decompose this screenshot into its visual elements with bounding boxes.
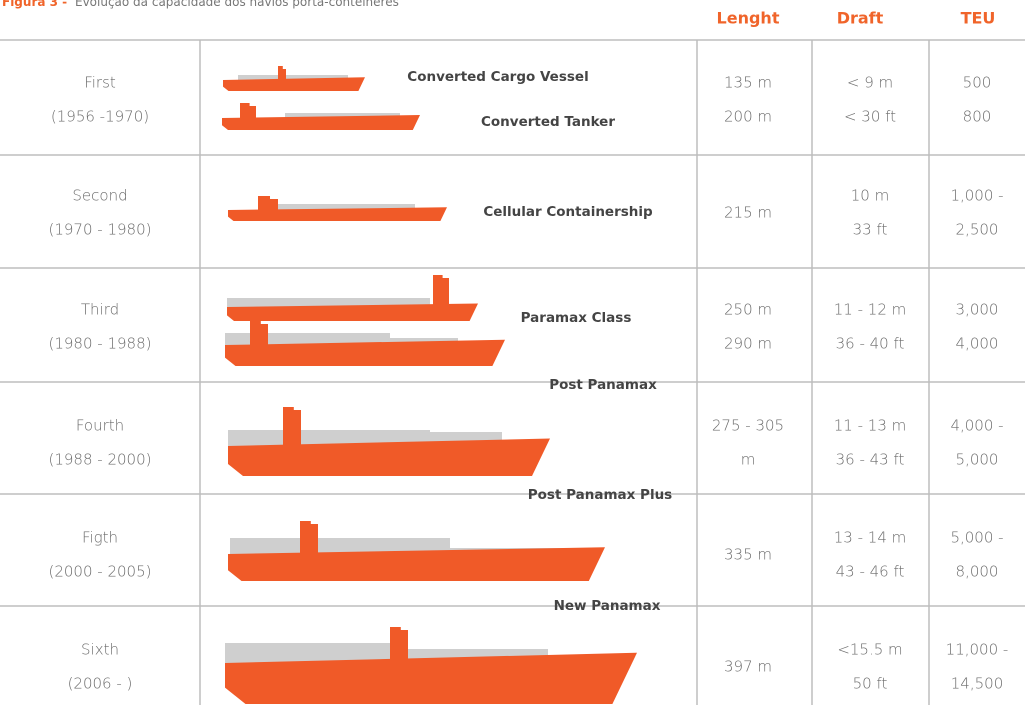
- column-header: Draft: [837, 9, 884, 28]
- teu-value: 5,000: [956, 451, 999, 469]
- length-value: 290 m: [724, 335, 772, 353]
- draft-value: < 30 ft: [844, 108, 896, 126]
- draft-value: 36 - 43 ft: [836, 451, 905, 469]
- ship-tower: [433, 278, 449, 308]
- teu-value: 1,000 -: [950, 187, 1003, 205]
- vessel-name: New Panamax: [554, 598, 661, 614]
- ship-hull: [225, 652, 637, 704]
- teu-value: 500: [963, 74, 992, 92]
- length-value: 275 - 305: [712, 417, 784, 435]
- years: (1956 -1970): [51, 108, 149, 126]
- ship-cargo: [230, 538, 450, 555]
- generation: Fourth: [76, 417, 124, 435]
- draft-value: 33 ft: [853, 221, 888, 239]
- ship-tower: [240, 106, 256, 119]
- generation: Second: [72, 187, 127, 205]
- vessel-name: Paramax Class: [521, 310, 632, 326]
- ship-tower: [390, 630, 408, 664]
- vessel-name: Post Panamax: [549, 377, 657, 393]
- generation: Third: [81, 301, 119, 319]
- length-value: m: [741, 451, 756, 469]
- ship-hull: [223, 77, 365, 91]
- draft-value: 50 ft: [853, 675, 888, 693]
- teu-value: 5,000 -: [950, 529, 1003, 547]
- teu-value: 800: [963, 108, 992, 126]
- caption-label: Figura 3 -: [2, 0, 67, 9]
- years: (2000 - 2005): [48, 563, 151, 581]
- ship-mast: [278, 66, 283, 70]
- ship-tower: [250, 324, 268, 346]
- ship-cargo: [238, 75, 348, 81]
- years: (1970 - 1980): [48, 221, 151, 239]
- ship-tower: [283, 410, 301, 447]
- vessel-name: Converted Cargo Vessel: [407, 69, 588, 85]
- length-value: 250 m: [724, 301, 772, 319]
- teu-value: 8,000: [956, 563, 999, 581]
- years: (1980 - 1988): [48, 335, 151, 353]
- ship-hull: [227, 303, 478, 321]
- ship-hull: [228, 438, 550, 476]
- years: (2006 - ): [68, 675, 133, 693]
- ship-mast: [433, 275, 443, 279]
- ship-cargo: [270, 204, 415, 211]
- vessel-name: Converted Tanker: [481, 114, 615, 130]
- ship-hull: [222, 115, 420, 130]
- draft-value: <15.5 m: [837, 641, 902, 659]
- teu-value: 2,500: [956, 221, 999, 239]
- ship-hull: [228, 547, 605, 581]
- ship-mast: [300, 521, 311, 525]
- vessel-name: Cellular Containership: [483, 204, 653, 220]
- draft-value: 36 - 40 ft: [836, 335, 905, 353]
- ship-tower: [258, 199, 278, 211]
- draft-value: 43 - 46 ft: [836, 563, 905, 581]
- ship-cargo: [225, 643, 390, 664]
- caption: Figura 3 - Evolução da capacidade dos na…: [2, 0, 399, 9]
- ship-tower: [278, 69, 286, 81]
- generation: Sixth: [81, 641, 119, 659]
- draft-value: 10 m: [851, 187, 889, 205]
- ship-mast: [390, 627, 401, 631]
- column-header: TEU: [961, 9, 996, 28]
- vessel-name: Post Panamax Plus: [528, 487, 672, 503]
- draft-value: 11 - 13 m: [834, 417, 907, 435]
- ship-hull: [228, 207, 447, 221]
- length-value: 215 m: [724, 204, 772, 222]
- draft-value: 11 - 12 m: [834, 301, 907, 319]
- years: (1988 - 2000): [48, 451, 151, 469]
- length-value: 397 m: [724, 658, 772, 676]
- length-value: 135 m: [724, 74, 772, 92]
- teu-value: 14,500: [951, 675, 1004, 693]
- ship-cargo: [285, 113, 400, 119]
- draft-value: < 9 m: [847, 74, 893, 92]
- ship-mast: [250, 321, 261, 325]
- ship-mast: [240, 103, 250, 107]
- ship-tower: [300, 524, 318, 555]
- teu-value: 3,000: [956, 301, 999, 319]
- ship-mast: [283, 407, 294, 411]
- ship-mast: [258, 196, 270, 200]
- ship-hull: [225, 339, 505, 366]
- teu-value: 11,000 -: [946, 641, 1009, 659]
- teu-value: 4,000: [956, 335, 999, 353]
- column-header: Lenght: [717, 9, 780, 28]
- generation: Figth: [82, 529, 118, 547]
- generation: First: [84, 74, 116, 92]
- length-value: 200 m: [724, 108, 772, 126]
- ship-cargo: [227, 298, 430, 308]
- draft-value: 13 - 14 m: [834, 529, 907, 547]
- caption-text: Evolução da capacidade dos navios porta-…: [75, 0, 399, 9]
- length-value: 335 m: [724, 546, 772, 564]
- teu-value: 4,000 -: [950, 417, 1003, 435]
